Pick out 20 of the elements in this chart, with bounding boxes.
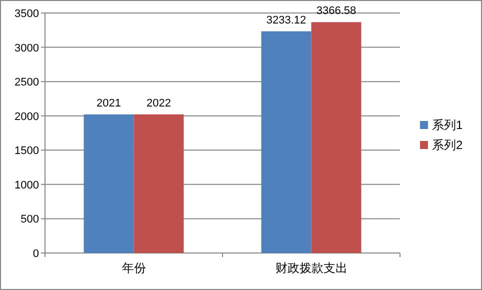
- bar: [134, 114, 184, 253]
- y-tick-label: 1500: [14, 145, 39, 158]
- x-tick-label: 财政拨款支出: [275, 261, 348, 275]
- bar: [311, 22, 362, 253]
- legend-label: 系列1: [432, 118, 463, 132]
- y-tick-label: 3500: [14, 8, 39, 20]
- y-tick-label: 0: [32, 248, 39, 260]
- bar: [84, 114, 134, 253]
- data-label: 3366.58: [316, 5, 356, 18]
- bar: [261, 31, 312, 253]
- data-label: 2021: [96, 97, 121, 110]
- y-tick-label: 3000: [14, 42, 39, 54]
- y-tick-label: 500: [20, 214, 39, 226]
- y-tick-label: 2000: [14, 110, 39, 123]
- data-label: 3233.12: [266, 14, 306, 26]
- y-tick-label: 2500: [14, 76, 39, 89]
- y-tick-label: 1000: [14, 179, 39, 192]
- legend-label: 系列2: [432, 138, 463, 152]
- x-tick-label: 年份: [122, 261, 146, 275]
- data-label: 2022: [146, 97, 171, 110]
